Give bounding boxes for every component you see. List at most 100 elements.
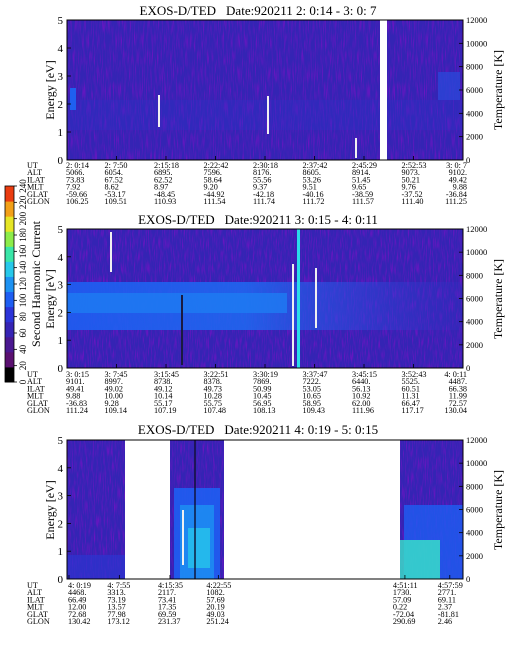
ephemeris-value: 109.51 (105, 197, 128, 206)
panel-3-segment-b-spike (182, 510, 184, 565)
ephemeris-label-mlt: MLT (27, 392, 44, 401)
panel-1-spike-1 (158, 95, 160, 127)
ephemeris-label-ilat: ILAT (27, 175, 45, 184)
ephemeris-value: -44.92 (204, 190, 225, 199)
temperature-tick-label: 12000 (466, 435, 487, 445)
temperature-tick-label: 12000 (466, 224, 487, 234)
temperature-tick-label: 2000 (466, 551, 483, 561)
ephemeris-value: 17.35 (158, 603, 176, 612)
panel-1-y2label: Temperature [K] (491, 50, 505, 130)
ephemeris-value: 4: 7:55 (107, 581, 130, 590)
colorbar-tick-label: 220 (18, 195, 28, 209)
ephemeris-value: 8.97 (154, 183, 168, 192)
panel-1-texture (67, 20, 463, 160)
ephemeris-value: 62.52 (154, 175, 172, 184)
ephemeris-value: 8738. (154, 377, 172, 386)
panel-1-feature-b (438, 72, 460, 100)
colorbar-swatch-7 (5, 261, 14, 277)
colorbar-swatch-10 (5, 216, 14, 232)
ephemeris-value: 11.99 (449, 392, 467, 401)
ephemeris-value: 231.37 (158, 617, 181, 626)
ephemeris-value: 9.88 (66, 392, 80, 401)
colorbar-tick-label: 80 (18, 312, 28, 322)
ephemeris-value: 62.00 (352, 399, 370, 408)
colorbar-swatch-12 (5, 186, 14, 202)
ephemeris-value: 4:22:55 (206, 581, 231, 590)
colorbar-tick-label: 180 (18, 228, 28, 242)
colorbar-swatch-9 (5, 231, 14, 247)
ephemeris-value: 130.04 (444, 406, 467, 415)
ephemeris-value: 9.37 (253, 183, 267, 192)
energy-tick-label: 2 (58, 307, 64, 319)
energy-tick-label: 2 (58, 99, 64, 111)
ephemeris-value: 57.09 (393, 595, 411, 604)
ephemeris-value: 107.19 (154, 406, 177, 415)
ephemeris-label-glat: GLAT (27, 190, 48, 199)
ephemeris-value: 55.75 (204, 399, 222, 408)
temperature-tick-label: 8000 (466, 481, 483, 491)
ephemeris-value: 49.02 (105, 384, 123, 393)
ephemeris-value: 49.12 (154, 384, 172, 393)
panel-3: EXOS-D/TED Date:920211 4: 0:19 - 5: 0:15 … (27, 422, 505, 626)
ephemeris-value: 56.95 (253, 399, 271, 408)
ephemeris-value: 4:57:59 (438, 581, 463, 590)
panel-2-spike-3 (315, 268, 317, 328)
ephemeris-value: 9102. (449, 168, 467, 177)
energy-tick-label: 1 (58, 127, 64, 139)
colorbar-tick-label: 160 (18, 244, 28, 258)
ephemeris-value: 7.92 (66, 183, 80, 192)
energy-tick-label: 5 (58, 224, 64, 236)
colorbar-swatch-3 (5, 321, 14, 338)
colorbar-swatch-4 (5, 306, 14, 323)
panel-2-spike-1 (110, 232, 112, 272)
ephemeris-value: 73.19 (107, 595, 125, 604)
ephemeris-label-ut: UT (27, 581, 38, 590)
ephemeris-label-ilat: ILAT (27, 595, 45, 604)
ephemeris-value: 111.24 (66, 406, 88, 415)
ephemeris-value: 49.42 (449, 175, 467, 184)
ephemeris-value: 2:22:42 (204, 161, 229, 170)
panel-3-y2label: Temperature [K] (491, 470, 505, 550)
ephemeris-value: 2771. (438, 588, 456, 597)
ephemeris-label-mlt: MLT (27, 183, 44, 192)
panel-2-vertical-cyan (297, 229, 300, 368)
temperature-tick-label: 6000 (466, 85, 483, 95)
panel-2-y2label: Temperature [K] (491, 259, 505, 339)
ephemeris-value: 51.45 (352, 175, 370, 184)
panel-1-title: EXOS-D/TED Date:920211 2: 0:14 - 3: 0: 7 (140, 3, 377, 18)
ephemeris-value: 53.26 (303, 175, 321, 184)
ephemeris-value: 5066. (66, 168, 84, 177)
ephemeris-value: 117.17 (402, 406, 424, 415)
ephemeris-value: 11.31 (402, 392, 420, 401)
ephemeris-value: 10.92 (352, 392, 370, 401)
ephemeris-value: -36.83 (66, 399, 87, 408)
temperature-tick-label: 6000 (466, 505, 483, 515)
ephemeris-value: 9.88 (453, 183, 467, 192)
ephemeris-value: 109.43 (303, 406, 326, 415)
ephemeris-value: 9101. (66, 377, 84, 386)
energy-tick-label: 2 (58, 518, 64, 530)
temperature-tick-label: 0 (466, 574, 470, 584)
colorbar-tick-label: 100 (18, 293, 28, 307)
ephemeris-value: 3:15:45 (154, 370, 179, 379)
energy-tick-label: 1 (58, 335, 64, 347)
ephemeris-value: 111.96 (352, 406, 374, 415)
ephemeris-value: 111.40 (402, 197, 424, 206)
ephemeris-value: 6895. (154, 168, 172, 177)
temperature-tick-label: 0 (466, 155, 470, 165)
ephemeris-value: 69.11 (438, 595, 456, 604)
energy-tick-label: 1 (58, 546, 64, 558)
energy-tick-label: 3 (58, 491, 64, 503)
panel-2-band-core (67, 293, 287, 313)
ephemeris-value: 4:15:35 (158, 581, 183, 590)
ephemeris-label-glat: GLAT (27, 399, 48, 408)
ephemeris-value: 8605. (303, 168, 321, 177)
ephemeris-value: 3313. (107, 588, 125, 597)
ephemeris-value: 49.41 (66, 384, 84, 393)
ephemeris-value: 290.69 (393, 617, 416, 626)
panel-3-segment-c-cyan (400, 540, 440, 579)
ephemeris-value: 10.65 (303, 392, 321, 401)
ephemeris-value: 6054. (105, 168, 123, 177)
temperature-tick-label: 0 (466, 363, 470, 373)
ephemeris-value: -53.17 (105, 190, 126, 199)
